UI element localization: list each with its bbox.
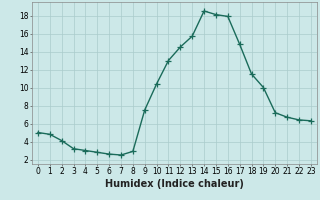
- X-axis label: Humidex (Indice chaleur): Humidex (Indice chaleur): [105, 179, 244, 189]
